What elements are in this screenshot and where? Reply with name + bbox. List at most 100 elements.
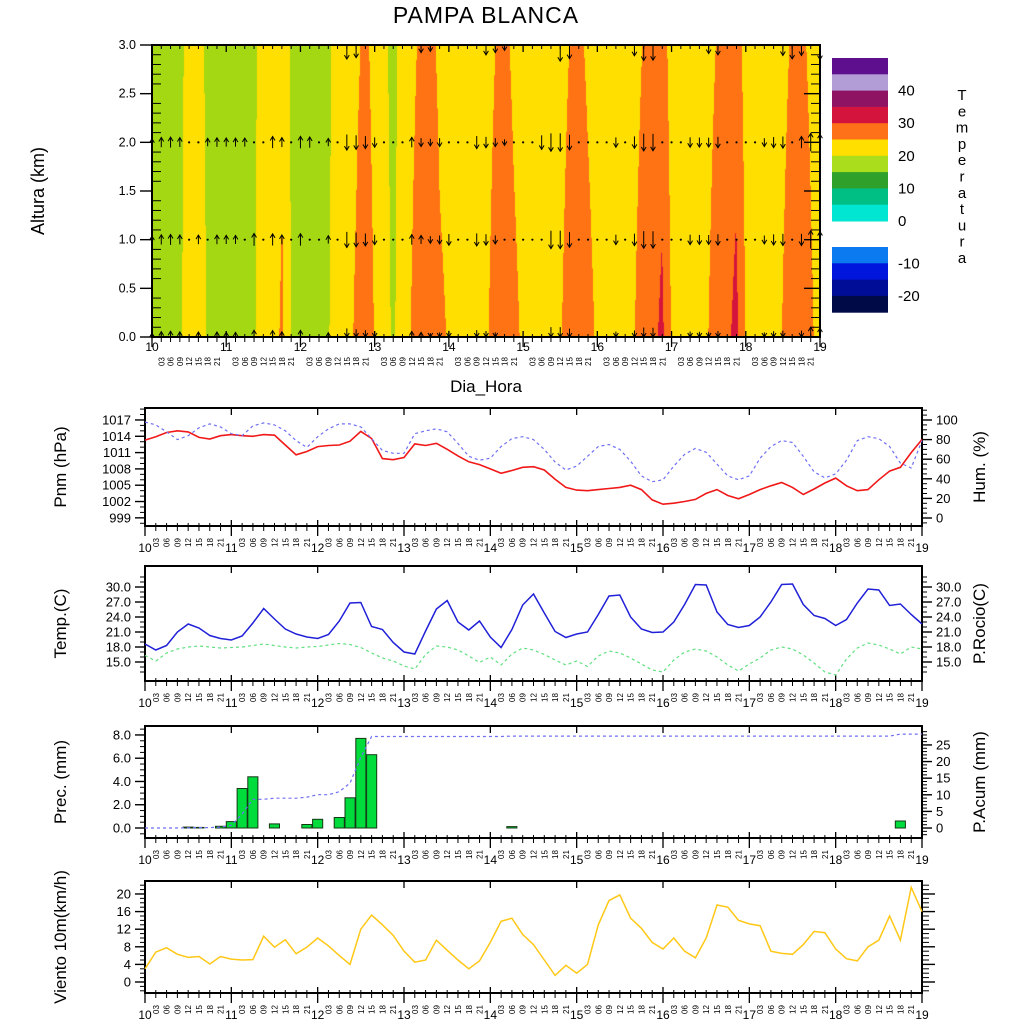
svg-text:Viento 10m(km/h): Viento 10m(km/h) — [51, 870, 70, 1004]
svg-text:09: 09 — [250, 357, 259, 366]
svg-text:2.5: 2.5 — [119, 87, 136, 101]
svg-text:12: 12 — [705, 357, 714, 366]
svg-text:06: 06 — [594, 538, 603, 547]
svg-text:03: 03 — [411, 693, 420, 702]
svg-text:15.0: 15.0 — [936, 655, 961, 670]
svg-text:12: 12 — [271, 1005, 280, 1014]
svg-text:03: 03 — [583, 1005, 592, 1014]
series-P.Rocio(C) — [144, 642, 923, 676]
svg-text:19: 19 — [915, 853, 929, 867]
svg-text:40: 40 — [936, 471, 950, 486]
precip-bar — [247, 776, 259, 829]
svg-text:03: 03 — [670, 538, 679, 547]
svg-text:T: T — [957, 87, 966, 104]
svg-text:10: 10 — [138, 696, 152, 710]
svg-text:12: 12 — [789, 693, 798, 702]
svg-text:18: 18 — [723, 357, 732, 366]
svg-text:12: 12 — [311, 541, 325, 555]
svg-text:12: 12 — [443, 693, 452, 702]
svg-text:09: 09 — [260, 538, 269, 547]
svg-text:18: 18 — [378, 693, 387, 702]
svg-text:21: 21 — [648, 538, 657, 547]
svg-text:P.Rocio(C): P.Rocio(C) — [970, 583, 989, 664]
svg-text:12: 12 — [789, 538, 798, 547]
svg-text:15: 15 — [627, 693, 636, 702]
svg-text:11: 11 — [225, 541, 238, 555]
svg-text:09: 09 — [473, 357, 482, 366]
series-Viento 10m(km/h) — [144, 884, 923, 977]
svg-text:15: 15 — [627, 538, 636, 547]
svg-text:19: 19 — [915, 1008, 929, 1022]
svg-text:03: 03 — [528, 357, 537, 366]
svg-text:1002: 1002 — [102, 494, 131, 509]
svg-text:03: 03 — [583, 693, 592, 702]
svg-text:18: 18 — [352, 357, 361, 366]
svg-text:17: 17 — [743, 696, 757, 710]
svg-text:-10: -10 — [898, 255, 920, 272]
svg-text:03: 03 — [677, 357, 686, 366]
svg-text:11: 11 — [225, 853, 238, 867]
svg-text:15: 15 — [570, 541, 584, 555]
svg-text:15: 15 — [799, 693, 808, 702]
svg-text:18: 18 — [378, 538, 387, 547]
svg-text:15.0: 15.0 — [106, 655, 131, 670]
svg-text:21: 21 — [907, 538, 916, 547]
panel-wind10m: 20 16 12 8 4 0 Viento 10m(km/h) 10 11 12 13 14 15 16 1… — [51, 870, 935, 1022]
svg-text:0: 0 — [936, 821, 943, 836]
svg-text:18.0: 18.0 — [936, 640, 961, 655]
svg-text:03: 03 — [751, 357, 760, 366]
svg-text:30: 30 — [898, 115, 915, 132]
svg-text:06: 06 — [508, 1005, 517, 1014]
svg-text:06: 06 — [767, 538, 776, 547]
svg-text:12: 12 — [184, 693, 193, 702]
svg-text:21.0: 21.0 — [936, 625, 961, 640]
svg-text:09: 09 — [695, 357, 704, 366]
svg-text:21: 21 — [562, 693, 571, 702]
svg-text:21: 21 — [735, 850, 744, 859]
svg-text:06: 06 — [594, 850, 603, 859]
svg-text:03: 03 — [324, 693, 333, 702]
svg-text:4: 4 — [124, 957, 131, 972]
svg-text:21: 21 — [361, 357, 370, 366]
svg-text:06: 06 — [508, 850, 517, 859]
svg-text:09: 09 — [432, 850, 441, 859]
svg-text:18: 18 — [896, 850, 905, 859]
svg-text:30.0: 30.0 — [936, 580, 961, 595]
svg-text:17: 17 — [743, 1008, 757, 1022]
svg-text:15: 15 — [195, 693, 204, 702]
svg-text:06: 06 — [853, 538, 862, 547]
svg-text:12: 12 — [875, 693, 884, 702]
svg-text:18: 18 — [724, 850, 733, 859]
svg-text:18: 18 — [896, 538, 905, 547]
svg-text:09: 09 — [324, 357, 333, 366]
svg-text:03: 03 — [380, 357, 389, 366]
svg-text:2.0: 2.0 — [113, 797, 131, 812]
svg-text:3.0: 3.0 — [119, 38, 136, 52]
svg-text:06: 06 — [681, 693, 690, 702]
svg-text:13: 13 — [397, 853, 411, 867]
svg-text:03: 03 — [238, 693, 247, 702]
svg-text:16: 16 — [117, 904, 131, 919]
svg-text:0: 0 — [124, 974, 131, 989]
svg-text:20: 20 — [936, 491, 950, 506]
svg-text:18: 18 — [829, 853, 843, 867]
svg-text:09: 09 — [519, 850, 528, 859]
svg-text:18: 18 — [378, 1005, 387, 1014]
svg-text:e: e — [958, 152, 966, 169]
svg-text:18.0: 18.0 — [106, 640, 131, 655]
precip-bar — [215, 825, 227, 829]
svg-text:12: 12 — [702, 850, 711, 859]
svg-text:12: 12 — [616, 538, 625, 547]
svg-text:06: 06 — [335, 1005, 344, 1014]
svg-text:15: 15 — [714, 357, 723, 366]
svg-text:18: 18 — [637, 1005, 646, 1014]
svg-text:1008: 1008 — [102, 461, 131, 476]
svg-text:12: 12 — [779, 357, 788, 366]
svg-text:60: 60 — [936, 452, 950, 467]
svg-text:15: 15 — [886, 538, 895, 547]
svg-text:1005: 1005 — [102, 478, 131, 493]
svg-text:09: 09 — [346, 693, 355, 702]
svg-text:30.0: 30.0 — [106, 580, 131, 595]
svg-text:21: 21 — [648, 1005, 657, 1014]
